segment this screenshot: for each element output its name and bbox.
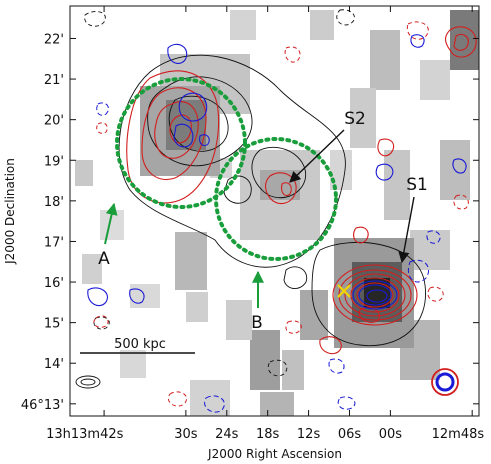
- red-dashed-contours: [93, 21, 469, 407]
- x-tick-label: 12s: [297, 427, 321, 442]
- scale-bar: 500 kpc: [80, 337, 195, 354]
- y-tick-label: 18': [44, 195, 64, 210]
- a-label: A: [98, 249, 110, 269]
- y-tick-label: 22': [44, 32, 64, 47]
- y-axis-title: J2000 Declination: [3, 158, 17, 265]
- y-tick-label: 15': [44, 317, 64, 332]
- blue-dashed-contours: [96, 102, 441, 413]
- x-tick-label: 24s: [215, 427, 239, 442]
- plot-frame: [69, 5, 480, 417]
- y-tick-label: 16': [44, 276, 64, 291]
- x-axis-title: J2000 Right Ascension: [207, 447, 342, 461]
- blue-contours: [87, 34, 467, 392]
- greyscale-mosaic: [75, 10, 479, 416]
- cross-marker: [337, 284, 351, 298]
- x-tick-label: 00s: [379, 427, 403, 442]
- s1-label: S1: [406, 175, 428, 195]
- x-axis: 13h13m42s 30s 24s 18s 12s 06s 00s 12m48s: [46, 6, 484, 442]
- s1-arrow: [398, 196, 415, 264]
- s2-label: S2: [344, 109, 366, 129]
- y-axis: 22' 21' 20' 19' 18' 17' 16' 15' 14' 46°13': [21, 32, 479, 413]
- y-tick-label: 46°13': [21, 398, 64, 413]
- y-tick-label: 17': [44, 235, 64, 250]
- x-tick-label: 18s: [256, 427, 280, 442]
- y-tick-label: 19': [44, 154, 64, 169]
- black-contours: [75, 54, 426, 389]
- x-tick-label: 30s: [174, 427, 198, 442]
- scale-bar-label: 500 kpc: [114, 337, 166, 352]
- red-contours: [126, 26, 477, 396]
- x-tick-label: 13h13m42s: [46, 427, 124, 442]
- y-tick-label: 14': [44, 357, 64, 372]
- y-tick-label: 21': [44, 73, 64, 88]
- annotations: S1 S2 A B: [98, 109, 428, 333]
- x-tick-label: 06s: [338, 427, 362, 442]
- region-a-circle: [115, 77, 247, 209]
- contour-layer: [75, 9, 477, 413]
- region-circles: [115, 77, 338, 261]
- y-tick-label: 20': [44, 114, 64, 129]
- plot-area: 500 kpc S1 S2 A B: [69, 5, 480, 417]
- region-b-circle: [214, 137, 338, 261]
- b-label: B: [251, 313, 263, 333]
- s2-arrow: [289, 129, 345, 183]
- a-arrow: [104, 202, 118, 245]
- x-tick-label: 12m48s: [432, 427, 485, 442]
